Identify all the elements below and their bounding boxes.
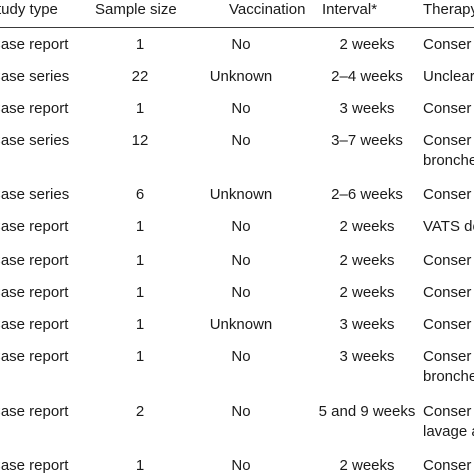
cell-therapy-continued: lavage a xyxy=(423,423,474,440)
cell-therapy: Conser xyxy=(423,100,472,117)
cell-vaccination: No xyxy=(231,252,251,269)
cell-study-type: Case report xyxy=(0,36,69,53)
cell-therapy: Conser xyxy=(423,284,472,301)
header-study-type: Study type xyxy=(0,1,58,18)
cell-interval: 3 weeks xyxy=(339,348,395,365)
cell-sample-size: 1 xyxy=(135,100,145,117)
cell-study-type: Case series xyxy=(0,132,70,149)
cell-therapy: Conser xyxy=(423,348,472,365)
header-sample-size: Sample size xyxy=(95,1,177,18)
header-therapy: Therapy xyxy=(423,1,474,18)
cell-sample-size: 1 xyxy=(135,457,145,474)
cell-vaccination: No xyxy=(231,284,251,301)
header-interval: Interval* xyxy=(322,1,378,18)
cell-sample-size: 12 xyxy=(131,132,149,149)
cell-therapy: Conser xyxy=(423,403,472,420)
cell-interval: 2 weeks xyxy=(339,252,395,269)
header-vaccination: Vaccination xyxy=(229,1,306,18)
cell-study-type: Case series xyxy=(0,186,70,203)
cell-sample-size: 6 xyxy=(135,186,145,203)
cell-vaccination: No xyxy=(231,457,251,474)
cell-sample-size: 1 xyxy=(135,36,145,53)
cell-therapy: Conser xyxy=(423,132,472,149)
cell-vaccination: Unknown xyxy=(209,68,273,85)
cell-interval: 2 weeks xyxy=(339,457,395,474)
cell-interval: 3–7 weeks xyxy=(331,132,403,149)
cell-interval: 2 weeks xyxy=(339,36,395,53)
cell-sample-size: 1 xyxy=(135,316,145,333)
cell-study-type: Case report xyxy=(0,218,69,235)
header-rule xyxy=(0,27,474,28)
cell-study-type: Case report xyxy=(0,316,69,333)
cell-interval: 5 and 9 weeks xyxy=(318,403,416,420)
cell-study-type: Case report xyxy=(0,457,69,474)
cell-therapy-continued: bronche xyxy=(423,152,474,169)
cell-interval: 2 weeks xyxy=(339,218,395,235)
cell-therapy: Conser xyxy=(423,36,472,53)
cell-therapy: Conser xyxy=(423,252,472,269)
cell-vaccination: No xyxy=(231,132,251,149)
cell-vaccination: No xyxy=(231,100,251,117)
cell-sample-size: 2 xyxy=(135,403,145,420)
cell-study-type: Case report xyxy=(0,284,69,301)
cell-therapy: Conser xyxy=(423,457,472,474)
cell-vaccination: No xyxy=(231,218,251,235)
cell-interval: 3 weeks xyxy=(339,316,395,333)
cell-interval: 3 weeks xyxy=(339,100,395,117)
cell-study-type: Case report xyxy=(0,348,69,365)
cell-sample-size: 1 xyxy=(135,218,145,235)
cell-sample-size: 1 xyxy=(135,284,145,301)
cell-sample-size: 1 xyxy=(135,252,145,269)
cell-interval: 2–6 weeks xyxy=(331,186,403,203)
cell-therapy-continued: bronche xyxy=(423,368,474,385)
cell-study-type: Case report xyxy=(0,100,69,117)
cell-interval: 2 weeks xyxy=(339,284,395,301)
cell-interval: 2–4 weeks xyxy=(331,68,403,85)
cell-vaccination: Unknown xyxy=(209,316,273,333)
cell-sample-size: 1 xyxy=(135,348,145,365)
cell-vaccination: Unknown xyxy=(209,186,273,203)
cell-study-type: Case report xyxy=(0,403,69,420)
cell-vaccination: No xyxy=(231,348,251,365)
cell-study-type: Case series xyxy=(0,68,70,85)
cell-sample-size: 22 xyxy=(131,68,149,85)
cell-vaccination: No xyxy=(231,36,251,53)
cell-vaccination: No xyxy=(231,403,251,420)
cell-therapy: Conser xyxy=(423,316,472,333)
cell-therapy: Unclear xyxy=(423,68,474,85)
cell-study-type: Case report xyxy=(0,252,69,269)
cell-therapy: VATS de xyxy=(423,218,474,235)
cell-therapy: Conser xyxy=(423,186,472,203)
